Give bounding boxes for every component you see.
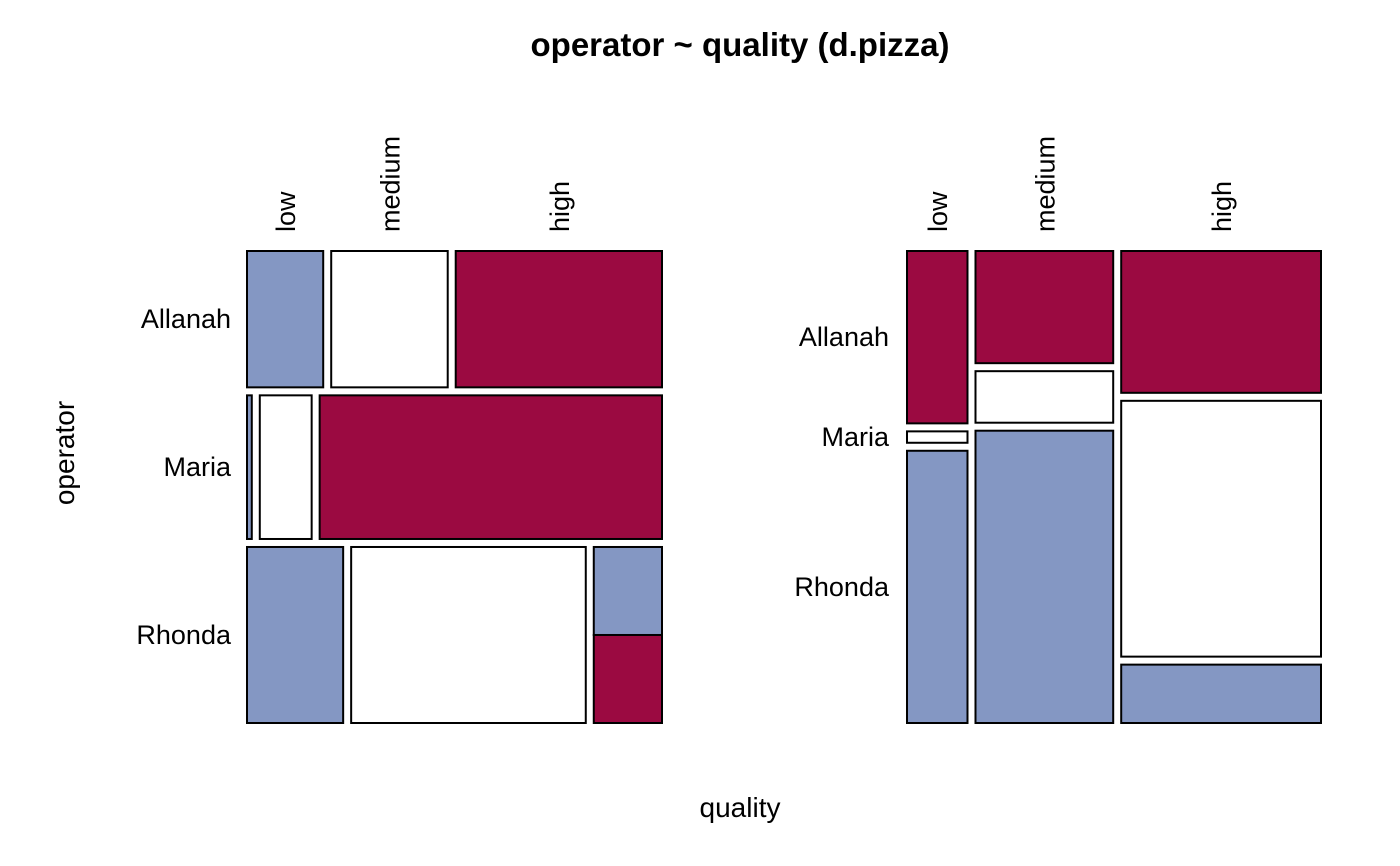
mosaic-cell-p1-maria-medium [258,394,313,540]
mosaic-cell-p1-rhonda-high [592,545,663,725]
mosaic-cell-p1-allanah-low [246,250,325,389]
row-label-p1-rhonda: Rhonda [136,620,232,650]
chart-title: operator ~ quality (d.pizza) [531,26,950,63]
row-label-p2-allanah: Allanah [799,322,889,352]
mosaic-cell-p1-rhonda-high-part-low [592,545,663,636]
mosaic-cell-p2-rhonda-high [1120,663,1322,725]
mosaic-cell-p1-rhonda-low [246,545,345,725]
column-label-p1-low: low [271,191,301,232]
mosaic-cell-p1-maria-high [318,394,663,540]
mosaic-cell-p2-allanah-low [906,250,969,425]
mosaic-cell-p2-allanah-medium [974,250,1115,365]
mosaic-cell-p1-allanah-high [454,250,664,389]
column-label-p1-high: high [545,181,575,232]
column-label-p2-medium: medium [1030,136,1060,232]
mosaic-cell-p2-maria-medium [974,370,1115,424]
mosaic-cell-p2-maria-low [906,430,969,444]
mosaic-cell-p2-rhonda-medium [974,429,1115,724]
row-label-p2-rhonda: Rhonda [794,572,890,602]
column-label-p1-medium: medium [375,136,405,232]
mosaic-cell-p2-rhonda-low [906,449,969,724]
row-label-p2-maria: Maria [821,422,889,452]
row-label-p1-maria: Maria [163,452,231,482]
row-label-p1-allanah: Allanah [141,304,231,334]
mosaic-tick-labels: Allanah Maria Rhonda low medium high low medium… [136,136,1237,650]
mosaic-cell-p1-rhonda-medium [350,545,587,725]
mosaic-cell-p1-rhonda-high-part-high [592,633,663,725]
mosaic-cell-p2-maria-high [1120,399,1322,658]
y-axis-label: operator [49,401,80,505]
column-label-p2-high: high [1207,181,1237,232]
mosaic-cells [246,250,1322,725]
mosaic-cell-p2-allanah-high [1120,250,1322,394]
x-axis-label: quality [700,792,781,823]
mosaic-cell-p1-maria-low [246,394,253,540]
mosaic-cell-p1-allanah-medium [330,250,449,389]
column-label-p2-low: low [923,191,953,232]
